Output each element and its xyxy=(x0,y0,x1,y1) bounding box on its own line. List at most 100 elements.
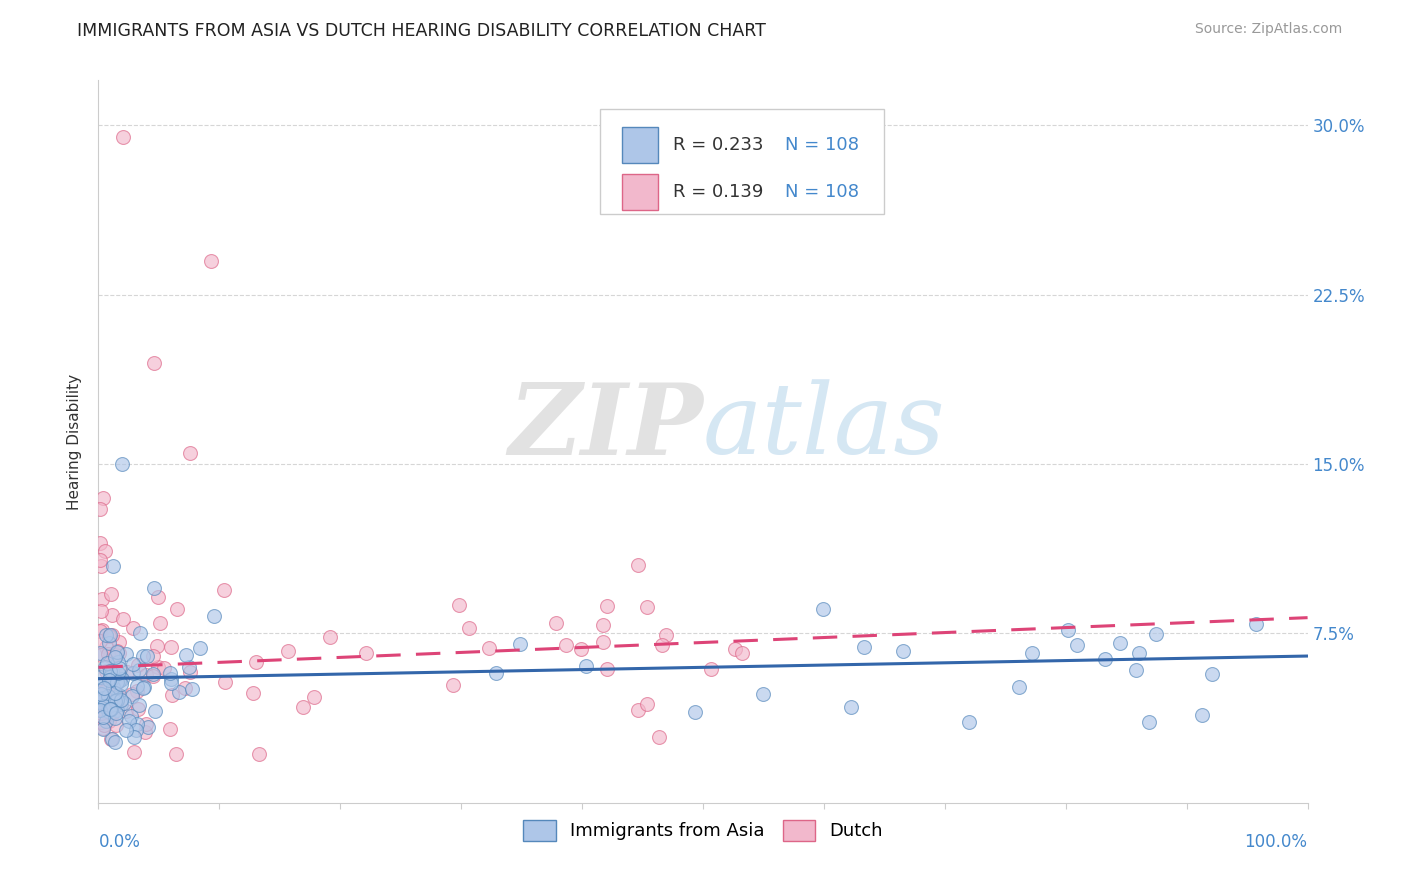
Point xyxy=(89,646,111,660)
Point xyxy=(319,630,342,644)
Point xyxy=(627,558,650,572)
Point xyxy=(174,681,197,696)
Point xyxy=(110,697,132,711)
Point xyxy=(724,642,747,657)
Point xyxy=(160,676,183,690)
Point xyxy=(179,446,201,460)
Point xyxy=(98,677,121,691)
Point xyxy=(94,664,117,678)
Point xyxy=(90,679,112,693)
Text: 0.0%: 0.0% xyxy=(98,833,141,851)
Point xyxy=(90,648,112,662)
Point xyxy=(122,621,145,635)
Point xyxy=(117,665,139,679)
Point xyxy=(103,735,125,749)
Point xyxy=(97,704,120,718)
Point xyxy=(134,725,156,739)
Point xyxy=(89,697,111,711)
Point xyxy=(891,644,914,658)
Point xyxy=(811,601,834,615)
FancyBboxPatch shape xyxy=(621,174,658,211)
Point xyxy=(98,714,121,729)
Point xyxy=(115,647,138,661)
Point xyxy=(91,491,114,505)
Point xyxy=(91,698,114,713)
Point xyxy=(1144,627,1167,641)
Point xyxy=(111,129,134,144)
Point xyxy=(142,666,165,681)
Point xyxy=(478,641,501,656)
Point xyxy=(89,502,111,516)
Point xyxy=(129,626,152,640)
Point xyxy=(112,612,135,626)
Point xyxy=(1108,636,1130,650)
Point xyxy=(89,624,111,639)
Point xyxy=(162,688,184,702)
Point xyxy=(1125,663,1147,677)
Point xyxy=(105,695,128,709)
Point xyxy=(457,621,479,635)
Point xyxy=(104,698,127,712)
Point xyxy=(752,687,775,701)
Point xyxy=(89,695,111,709)
Text: R = 0.233: R = 0.233 xyxy=(672,136,763,154)
Point xyxy=(214,674,236,689)
Point xyxy=(90,706,112,720)
Point xyxy=(107,703,129,717)
Point xyxy=(90,604,112,618)
Point xyxy=(441,678,464,692)
Point xyxy=(94,543,117,558)
Point xyxy=(101,731,124,746)
Point xyxy=(90,692,112,706)
Point xyxy=(115,704,138,718)
Point xyxy=(134,680,156,694)
Point xyxy=(98,702,121,716)
Point xyxy=(148,616,170,631)
Point xyxy=(114,723,136,738)
Point xyxy=(595,662,617,676)
Point xyxy=(636,600,658,615)
Point xyxy=(188,640,211,655)
Point xyxy=(136,720,159,734)
Point xyxy=(105,675,128,690)
Point xyxy=(105,718,128,732)
Point xyxy=(121,687,143,701)
Point xyxy=(108,688,131,702)
Point xyxy=(179,665,201,679)
Point xyxy=(89,536,111,550)
Point xyxy=(247,747,270,761)
Point xyxy=(354,646,377,660)
Point xyxy=(91,723,114,737)
Text: IMMIGRANTS FROM ASIA VS DUTCH HEARING DISABILITY CORRELATION CHART: IMMIGRANTS FROM ASIA VS DUTCH HEARING DI… xyxy=(77,22,766,40)
Point xyxy=(575,659,598,673)
Text: N = 108: N = 108 xyxy=(785,183,859,202)
Point xyxy=(651,638,673,652)
Text: N = 108: N = 108 xyxy=(785,136,859,154)
Point xyxy=(160,672,183,686)
Point xyxy=(957,714,980,729)
Point xyxy=(636,697,658,711)
Text: 100.0%: 100.0% xyxy=(1244,833,1308,851)
Point xyxy=(596,599,619,613)
Point xyxy=(96,656,118,670)
Point xyxy=(484,666,506,681)
Point xyxy=(89,702,111,716)
Point xyxy=(1008,680,1031,694)
Point xyxy=(97,636,120,650)
Point xyxy=(125,716,148,731)
Point xyxy=(93,681,115,695)
Point xyxy=(105,691,128,706)
Text: atlas: atlas xyxy=(703,379,946,475)
Point xyxy=(1094,651,1116,665)
Point xyxy=(108,635,131,649)
Point xyxy=(104,686,127,700)
Point xyxy=(571,642,593,657)
Point xyxy=(169,685,191,699)
Point xyxy=(135,717,157,731)
Point xyxy=(449,598,471,612)
Point xyxy=(98,664,121,678)
Text: Source: ZipAtlas.com: Source: ZipAtlas.com xyxy=(1195,22,1343,37)
Point xyxy=(90,685,112,699)
Point xyxy=(509,637,531,651)
Point xyxy=(135,668,157,682)
